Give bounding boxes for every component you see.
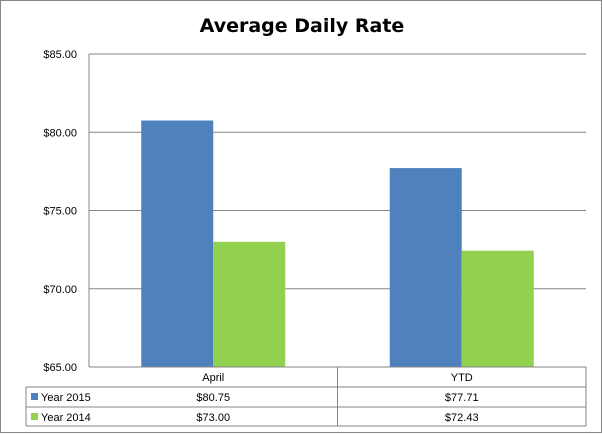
legend-swatch	[31, 393, 38, 400]
bars	[141, 120, 534, 367]
chart-title: Average Daily Rate	[200, 15, 405, 37]
legend-label: Year 2014	[41, 412, 91, 424]
data-table-value: $77.71	[445, 392, 479, 404]
category-label: YTD	[451, 372, 473, 384]
bar	[141, 120, 214, 367]
y-axis-ticks: $65.00 $70.00 $75.00 $80.00 $85.00	[43, 49, 77, 374]
category-label: April	[202, 372, 224, 384]
data-table-value: $73.00	[196, 412, 230, 424]
legend-swatch	[31, 413, 38, 420]
data-table-value: $80.75	[196, 392, 230, 404]
data-table-value: $72.43	[445, 412, 479, 424]
y-tick-label: $85.00	[43, 49, 77, 61]
y-tick-label: $75.00	[43, 206, 77, 218]
bar	[389, 168, 462, 367]
y-tick-label: $65.00	[43, 362, 77, 374]
bar	[213, 241, 286, 367]
y-tick-label: $80.00	[43, 127, 77, 139]
bar	[461, 250, 534, 367]
legend-label: Year 2015	[41, 392, 91, 404]
data-table: April YTD Year 2015 $80.75 $77.71 Year 2014 $7…	[25, 367, 587, 427]
y-tick-label: $70.00	[43, 284, 77, 296]
